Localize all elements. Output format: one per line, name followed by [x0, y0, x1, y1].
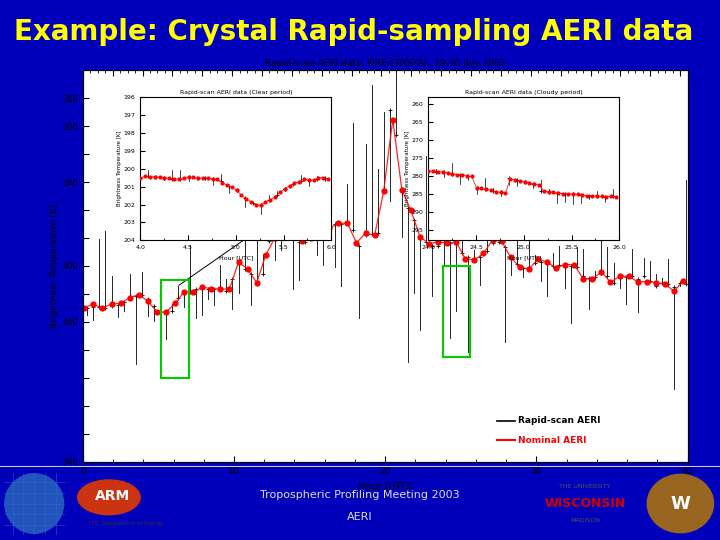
Text: MADISON: MADISON [570, 518, 600, 523]
X-axis label: Hour [UTC]: Hour [UTC] [219, 256, 253, 261]
Text: Example: Crystal Rapid-sampling AERI data: Example: Crystal Rapid-sampling AERI dat… [14, 18, 693, 46]
Text: U.S. Department of Energy: U.S. Department of Energy [89, 521, 163, 526]
Text: Rapid-scan AERI: Rapid-scan AERI [518, 416, 600, 425]
Y-axis label: Brightness Temperature [K]: Brightness Temperature [K] [117, 131, 122, 206]
Circle shape [647, 474, 714, 533]
Circle shape [78, 480, 140, 515]
Bar [161, 280, 189, 378]
Text: Tropospheric Profiling Meeting 2003: Tropospheric Profiling Meeting 2003 [260, 490, 460, 500]
X-axis label: Hour [UTC]: Hour [UTC] [359, 481, 412, 491]
Title: Rapid-scan AERI data, FIRE-CRYSTAL, 29-30 July 2002: Rapid-scan AERI data, FIRE-CRYSTAL, 29-3… [265, 59, 505, 68]
Title: Rapid-scan AERI data (Clear period): Rapid-scan AERI data (Clear period) [179, 90, 292, 96]
X-axis label: Hour [UTC]: Hour [UTC] [507, 256, 541, 261]
Text: ARM: ARM [94, 489, 130, 503]
Y-axis label: Brightness Temperature [K]: Brightness Temperature [K] [50, 204, 59, 328]
Text: THE UNIVERSITY: THE UNIVERSITY [559, 484, 611, 489]
Text: W: W [670, 495, 690, 512]
Y-axis label: Brightness Temperature [K]: Brightness Temperature [K] [405, 131, 410, 206]
Title: Rapid-scan AERI data (Cloudy period): Rapid-scan AERI data (Cloudy period) [465, 90, 582, 96]
Circle shape [5, 474, 63, 534]
Text: Nominal AERI: Nominal AERI [518, 436, 587, 444]
Text: AERI: AERI [347, 512, 373, 522]
Text: WISCONSIN: WISCONSIN [544, 497, 626, 510]
Bar [443, 266, 470, 357]
